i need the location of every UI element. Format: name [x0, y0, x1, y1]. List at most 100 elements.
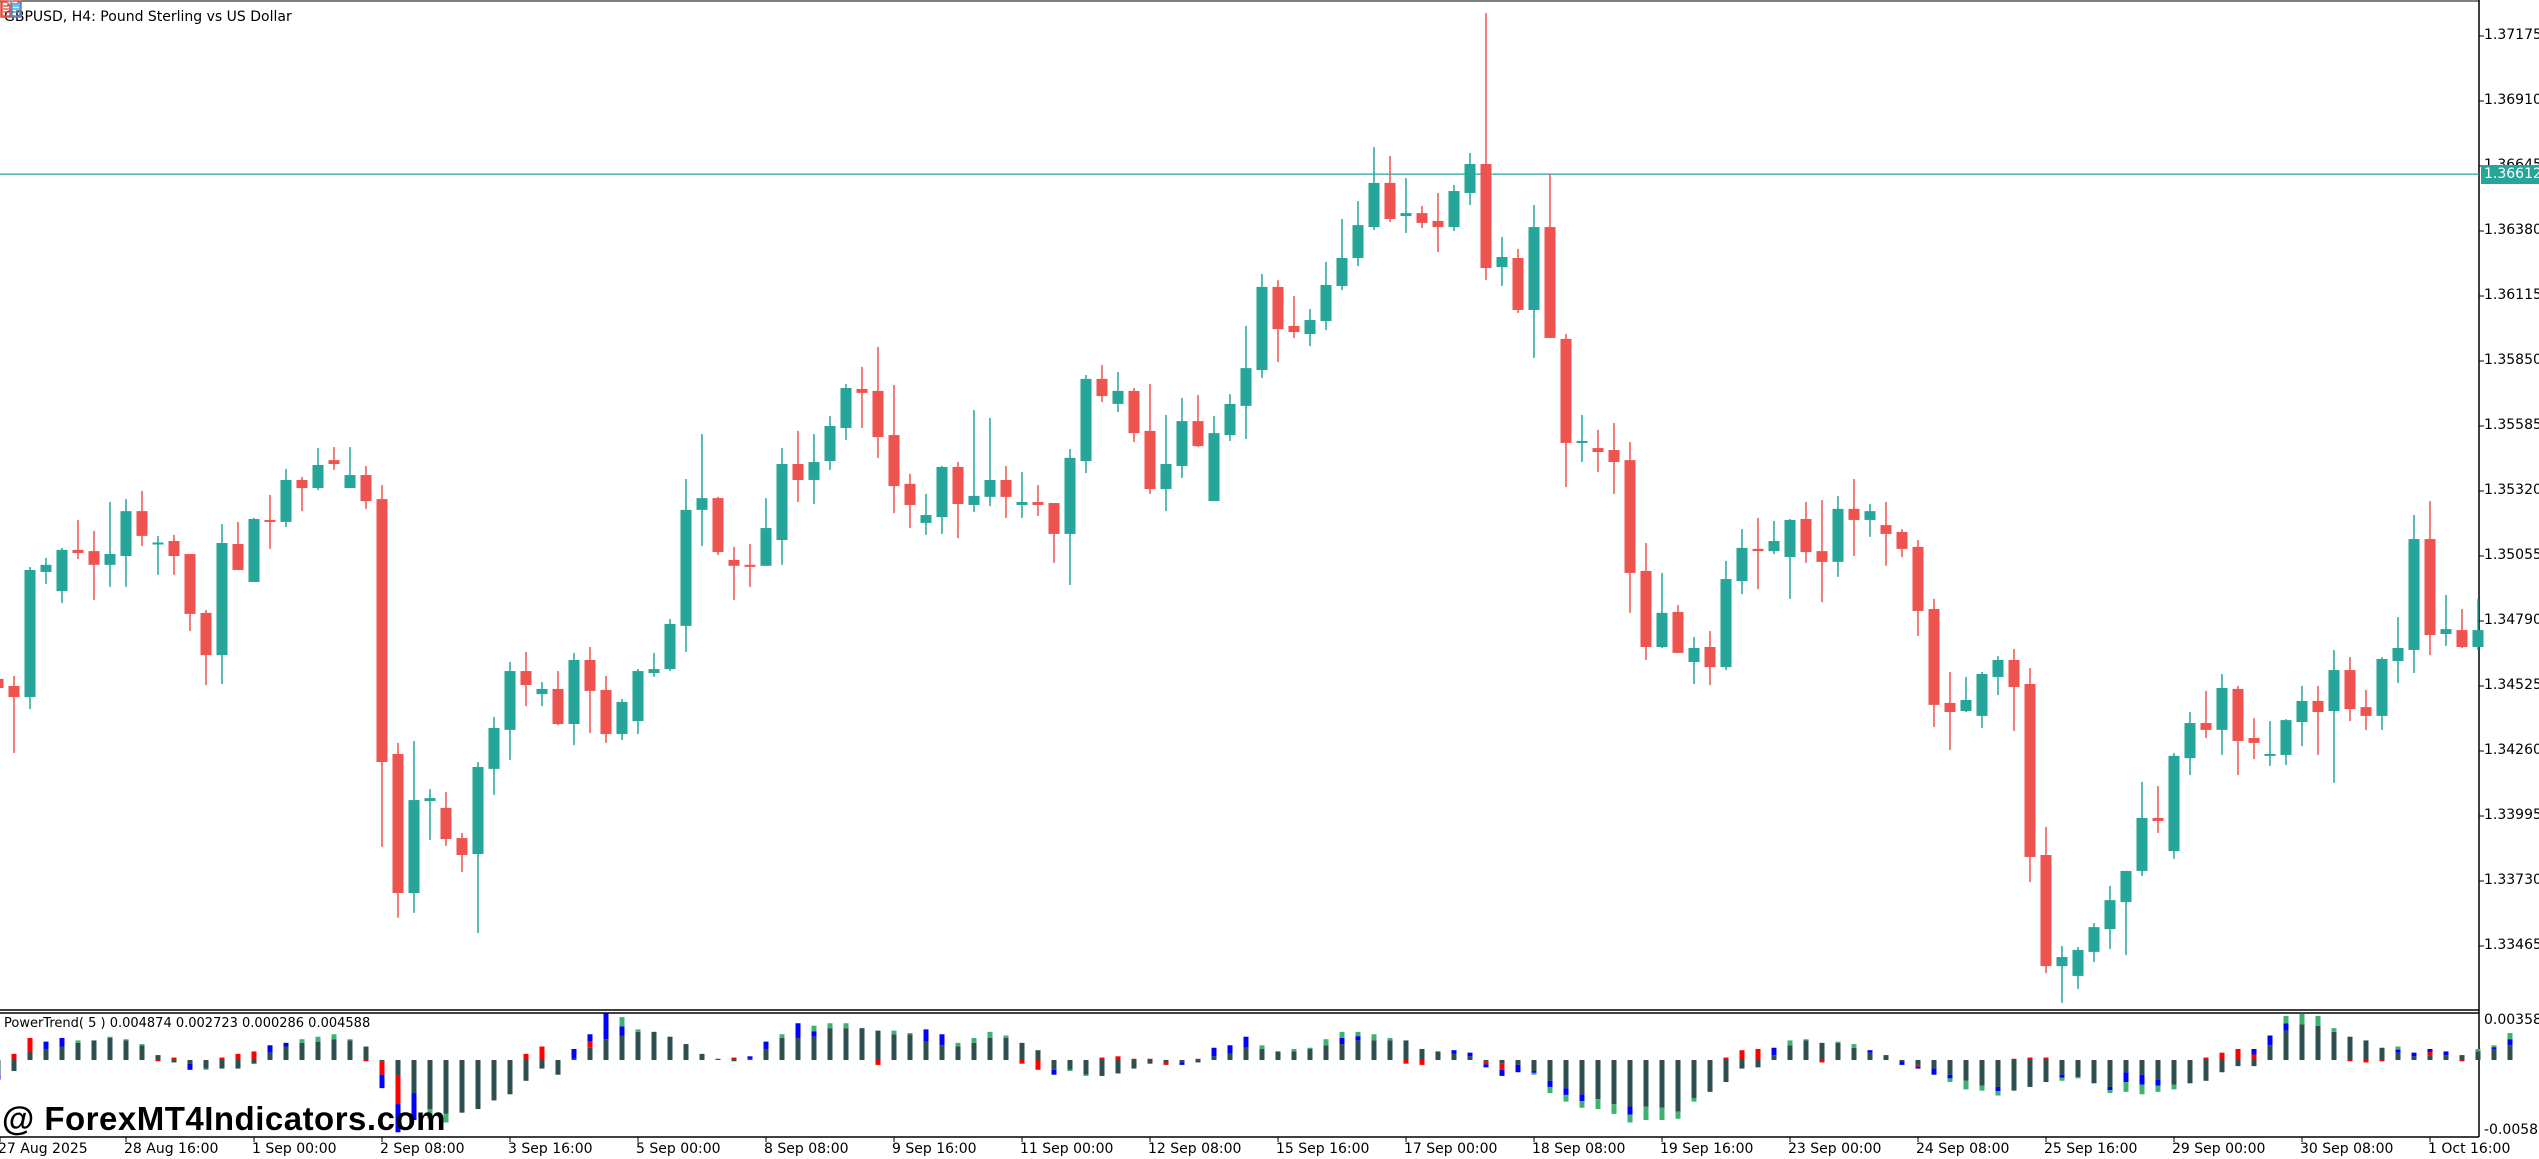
candle[interactable] — [1688, 636, 1700, 685]
candle[interactable] — [120, 499, 132, 587]
candle[interactable] — [792, 430, 804, 503]
candle[interactable] — [760, 498, 772, 566]
candle[interactable] — [632, 669, 644, 735]
candle[interactable] — [2408, 515, 2420, 673]
candle[interactable] — [776, 448, 788, 565]
candle[interactable] — [2264, 721, 2276, 766]
candle[interactable] — [1480, 12, 1492, 281]
candle[interactable] — [2424, 501, 2436, 656]
candle[interactable] — [2360, 689, 2372, 730]
candle[interactable] — [2296, 686, 2308, 747]
candle[interactable] — [1528, 205, 1540, 359]
candle[interactable] — [856, 366, 868, 428]
candle[interactable] — [744, 543, 756, 587]
candle[interactable] — [920, 493, 932, 535]
candle[interactable] — [2104, 885, 2116, 949]
candle[interactable] — [1624, 441, 1636, 613]
candle[interactable] — [312, 448, 324, 491]
candle[interactable] — [1512, 248, 1524, 313]
candle[interactable] — [408, 740, 420, 913]
candle[interactable] — [1192, 395, 1204, 448]
candle[interactable] — [648, 652, 660, 677]
candle[interactable] — [1736, 529, 1748, 595]
candle[interactable] — [552, 671, 564, 725]
candle[interactable] — [1080, 374, 1092, 474]
candle[interactable] — [360, 465, 372, 509]
candle[interactable] — [72, 519, 84, 559]
candle[interactable] — [1976, 672, 1988, 728]
candle[interactable] — [472, 762, 484, 933]
candle[interactable] — [488, 716, 500, 795]
candle[interactable] — [2248, 718, 2260, 760]
candle[interactable] — [1848, 478, 1860, 556]
candle[interactable] — [216, 524, 228, 685]
candle[interactable] — [2056, 946, 2068, 1003]
candle[interactable] — [1240, 325, 1252, 439]
candle[interactable] — [600, 675, 612, 743]
candle[interactable] — [2280, 719, 2292, 765]
candle[interactable] — [1784, 518, 1796, 599]
candle[interactable] — [2040, 827, 2052, 973]
candle[interactable] — [1128, 387, 1140, 442]
candle[interactable] — [1608, 423, 1620, 494]
candle[interactable] — [1288, 296, 1300, 338]
candle[interactable] — [184, 554, 196, 632]
candle[interactable] — [1400, 178, 1412, 233]
candle[interactable] — [872, 347, 884, 458]
candle[interactable] — [1144, 384, 1156, 494]
candle[interactable] — [1560, 334, 1572, 488]
candle[interactable] — [1656, 572, 1668, 648]
candle[interactable] — [1256, 273, 1268, 378]
candle[interactable] — [2072, 946, 2084, 989]
candle[interactable] — [2120, 870, 2132, 956]
candle[interactable] — [0, 676, 4, 700]
candle[interactable] — [808, 434, 820, 504]
candle[interactable] — [1048, 503, 1060, 563]
candle[interactable] — [1064, 449, 1076, 585]
candle[interactable] — [1544, 174, 1556, 338]
candle[interactable] — [1640, 543, 1652, 660]
candle[interactable] — [1960, 676, 1972, 712]
candle[interactable] — [504, 661, 516, 761]
candle[interactable] — [2024, 668, 2036, 882]
candle[interactable] — [616, 699, 628, 740]
candle[interactable] — [680, 478, 692, 652]
candle[interactable] — [2136, 781, 2148, 877]
candle[interactable] — [2392, 617, 2404, 684]
candle[interactable] — [1752, 517, 1764, 590]
candle[interactable] — [1272, 280, 1284, 362]
candle[interactable] — [232, 521, 244, 570]
candle[interactable] — [2472, 598, 2484, 650]
candle[interactable] — [520, 651, 532, 707]
candle[interactable] — [2376, 657, 2388, 730]
candle[interactable] — [2232, 686, 2244, 776]
candle[interactable] — [1592, 429, 1604, 473]
candle[interactable] — [1992, 656, 2004, 696]
candle[interactable] — [2152, 786, 2164, 833]
candle[interactable] — [376, 485, 388, 847]
candle[interactable] — [1160, 414, 1172, 512]
candle[interactable] — [280, 468, 292, 528]
candle[interactable] — [664, 619, 676, 672]
candle[interactable] — [56, 547, 68, 604]
candle[interactable] — [440, 791, 452, 846]
candle[interactable] — [1448, 184, 1460, 231]
candle[interactable] — [392, 742, 404, 918]
candle[interactable] — [936, 465, 948, 534]
candle[interactable] — [1928, 598, 1940, 727]
candle[interactable] — [424, 789, 436, 841]
candle[interactable] — [2344, 657, 2356, 722]
candle[interactable] — [824, 415, 836, 470]
candle[interactable] — [2168, 752, 2180, 859]
candle[interactable] — [296, 477, 308, 512]
candle[interactable] — [840, 384, 852, 440]
candle[interactable] — [152, 535, 164, 575]
candle[interactable] — [40, 557, 52, 584]
candle[interactable] — [2328, 649, 2340, 783]
candle[interactable] — [200, 609, 212, 686]
candle[interactable] — [696, 434, 708, 546]
candle[interactable] — [1432, 192, 1444, 253]
candle[interactable] — [888, 385, 900, 514]
